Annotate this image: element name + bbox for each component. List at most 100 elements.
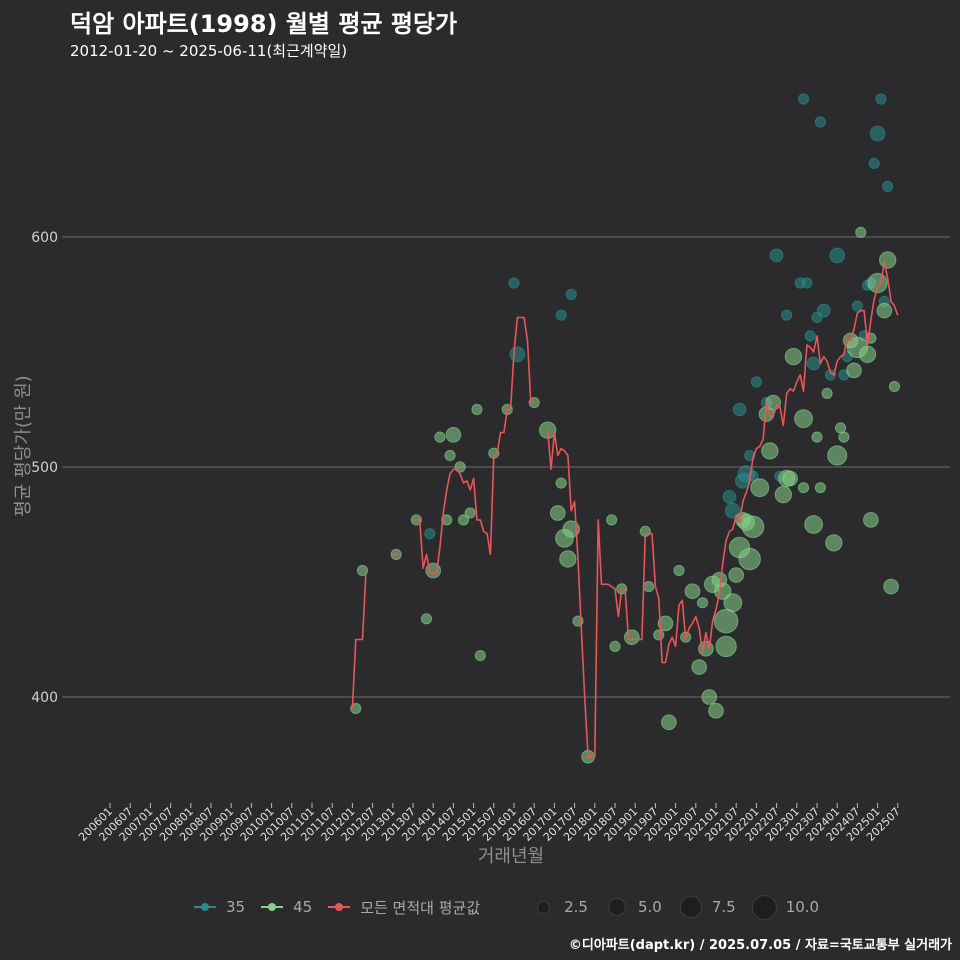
scatter-point-35 (816, 303, 831, 318)
scatter-point-45 (811, 431, 823, 443)
scatter-point-45 (471, 403, 483, 416)
size-circle-icon (679, 896, 702, 918)
scatter-point-35 (804, 330, 816, 342)
scatter-points (350, 93, 901, 764)
scatter-point-45 (441, 514, 453, 526)
scatter-point-45 (741, 515, 765, 539)
average-line-segment (351, 572, 367, 709)
scatter-point-45 (715, 635, 737, 658)
scatter-point-35 (722, 490, 737, 504)
size-circle-icon (607, 898, 626, 916)
scatter-point-45 (825, 534, 843, 552)
scatter-point-45 (454, 461, 466, 473)
legend-item-average: 모든 면적대 평균값 (326, 897, 480, 918)
y-tick-label: 600 (31, 230, 58, 246)
legend-size-7-5: 7.5 (676, 892, 736, 922)
legend-size-label: 7.5 (711, 898, 736, 916)
scatter-point-45 (774, 485, 793, 504)
scatter-point-35 (868, 157, 880, 169)
legend-size-label: 10.0 (785, 898, 820, 916)
scatter-point-35 (875, 93, 887, 105)
scatter-point-45 (609, 640, 621, 653)
scatter-point-35 (814, 116, 826, 128)
scatter-point-45 (797, 482, 810, 494)
legend-key-35 (192, 897, 218, 917)
scatter-point-45 (445, 426, 462, 443)
scatter-point-45 (750, 478, 770, 498)
scatter-point-45 (782, 470, 798, 487)
scatter-point-45 (643, 581, 655, 593)
scatter-point-45 (862, 512, 879, 528)
scatter-point-45 (713, 608, 739, 634)
scatter-point-45 (356, 564, 369, 577)
scatter-point-45 (794, 409, 813, 429)
scatter-point-45 (474, 650, 486, 662)
legend-item-35: 35 (192, 897, 245, 917)
scatter-point-35 (882, 180, 894, 192)
scatter-point-45 (673, 564, 685, 577)
scatter-point-35 (509, 346, 526, 363)
scatter-point-45 (623, 629, 640, 646)
scatter-point-45 (657, 615, 674, 632)
average-line (351, 261, 899, 758)
scatter-point-45 (821, 387, 833, 399)
scatter-point-35 (769, 248, 784, 263)
size-circle-icon (752, 894, 778, 920)
scatter-point-45 (684, 583, 701, 600)
average-line-segment (413, 316, 535, 574)
legend-size-2-5: 2.5 (528, 892, 588, 922)
scatter-point-45 (838, 431, 850, 443)
scatter-point-35 (732, 402, 747, 417)
scatter-point-45 (434, 431, 446, 443)
legend-size-10-0: 10.0 (750, 892, 819, 922)
scatter-point-45 (549, 505, 566, 521)
scatter-point-45 (883, 578, 899, 595)
scatter-point-45 (784, 347, 803, 366)
legend-item-45: 45 (259, 897, 312, 917)
scatter-point-45 (606, 514, 618, 526)
scatter-point-45 (846, 362, 862, 379)
scatter-point-35 (806, 356, 821, 371)
y-tick-labels: 400 500 600 (31, 230, 58, 706)
chart-title: 덕암 아파트(1998) 월별 평균 평당가 (70, 10, 458, 38)
y-tick-label: 400 (31, 690, 58, 706)
scatter-point-45 (555, 477, 567, 489)
scatter-point-45 (457, 514, 470, 526)
average-line-segment (546, 261, 899, 758)
scatter-point-45 (876, 302, 893, 319)
legend-label-45: 45 (293, 898, 313, 916)
scatter-point-35 (750, 376, 763, 388)
chart-subtitle: 2012-01-20 ~ 2025-06-11(최근계약일) (70, 42, 348, 60)
grid-lines (62, 236, 950, 698)
y-tick-label: 500 (31, 460, 58, 476)
scatter-point-35 (508, 277, 520, 289)
scatter-point-35 (781, 309, 793, 321)
legend-label-35: 35 (226, 898, 246, 916)
scatter-point-45 (660, 714, 677, 731)
scatter-point-45 (728, 567, 745, 583)
scatter-point-35 (851, 300, 864, 312)
scatter-point-45 (723, 593, 743, 613)
scatter-point-35 (801, 277, 813, 289)
scatter-point-35 (829, 247, 846, 264)
scatter-point-45 (827, 445, 848, 466)
scatter-point-45 (696, 597, 709, 609)
scatter-point-35 (797, 93, 810, 105)
legend-size-5-0: 5.0 (602, 892, 662, 922)
legend: 35 45 모든 면적대 평균값 2.5 5.0 7.5 10.0 (192, 893, 833, 921)
scatter-point-35 (724, 502, 741, 519)
size-circle-icon (536, 900, 550, 914)
scatter-point-45 (761, 442, 779, 460)
legend-key-average (326, 897, 352, 917)
scatter-point-35 (424, 528, 436, 540)
scatter-point-45 (834, 422, 847, 434)
source-caption: ©디아파트(dapt.kr) / 2025.07.05 / 자료=국토교통부 실… (568, 938, 952, 953)
scatter-point-45 (738, 547, 761, 571)
scatter-point-45 (691, 659, 708, 675)
legend-size-label: 5.0 (637, 898, 662, 916)
scatter-point-45 (804, 515, 824, 534)
legend-label-average: 모든 면적대 평균값 (360, 898, 481, 917)
scatter-point-35 (555, 309, 567, 321)
scatter-point-45 (888, 380, 901, 393)
scatter-point-45 (708, 702, 724, 719)
